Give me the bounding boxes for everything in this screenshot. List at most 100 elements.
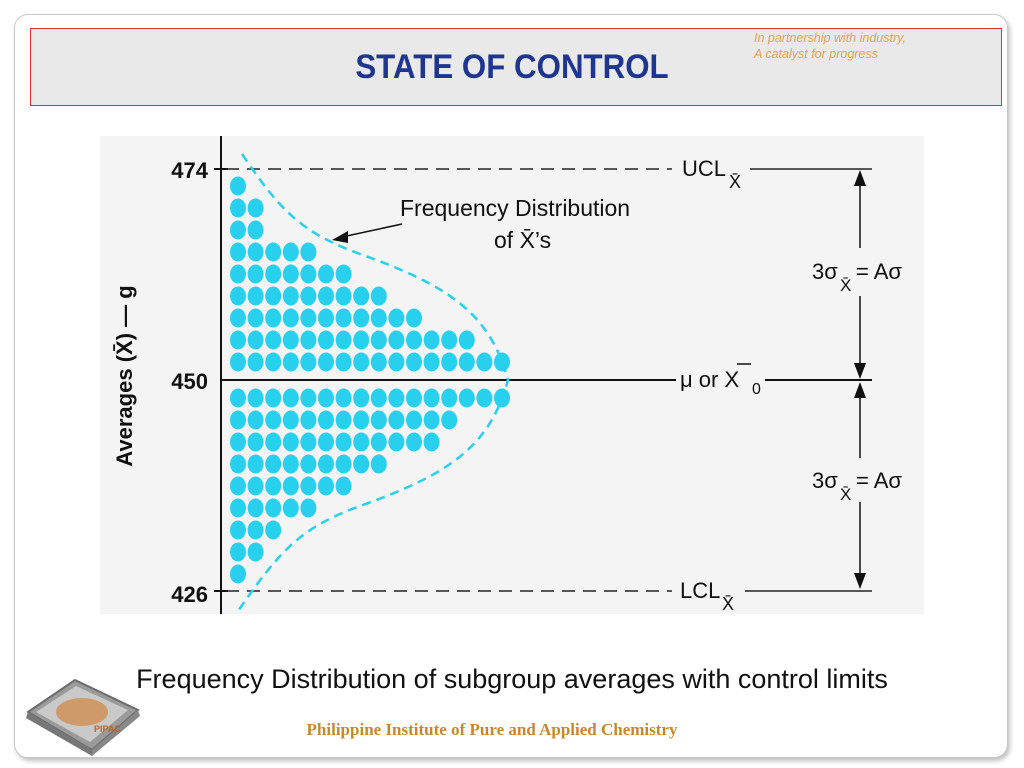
- frequency-dot: [247, 388, 264, 408]
- frequency-dot: [441, 388, 458, 408]
- frequency-dot: [423, 330, 440, 350]
- frequency-dot: [370, 286, 387, 306]
- frequency-dot: [318, 388, 334, 408]
- logo-text: PIPAC: [94, 724, 121, 734]
- frequency-dot: [353, 352, 370, 372]
- frequency-dot: [300, 242, 317, 262]
- tick-label-474: 474: [171, 158, 208, 183]
- frequency-dot: [265, 498, 282, 518]
- frequency-dot: [423, 410, 440, 430]
- frequency-dot: [423, 432, 440, 452]
- frequency-dot: [300, 330, 317, 350]
- frequency-dot: [265, 410, 282, 430]
- frequency-dot: [247, 476, 264, 496]
- frequency-dot: [282, 242, 299, 262]
- frequency-dot: [353, 388, 370, 408]
- frequency-dot: [318, 410, 334, 430]
- slide-footer: Philippine Institute of Pure and Applied…: [306, 720, 678, 739]
- tagline: In partnership with industry, A catalyst…: [754, 30, 906, 62]
- frequency-dot: [247, 308, 264, 328]
- frequency-dot: [282, 352, 299, 372]
- frequency-dot: [230, 476, 246, 496]
- y-axis-label: Averages (X̄) — g: [112, 285, 137, 466]
- upper-sigma-arrowhead-top: [854, 170, 866, 186]
- frequency-dot: [353, 330, 370, 350]
- ucl-subscript: X̄: [729, 172, 741, 192]
- frequency-dot: [423, 388, 440, 408]
- frequency-dot: [300, 498, 317, 518]
- frequency-dot: [370, 454, 387, 474]
- frequency-dot: [388, 388, 405, 408]
- frequency-dot: [265, 330, 282, 350]
- frequency-dot: [353, 308, 370, 328]
- frequency-dot: [318, 352, 334, 372]
- control-chart-svg: Averages (X̄) — g 474 450 426 UCL X̄ μ o…: [112, 136, 902, 615]
- frequency-dot: [476, 388, 493, 408]
- frequency-dot: [458, 388, 475, 408]
- control-chart-diagram: Averages (X̄) — g 474 450 426 UCL X̄ μ o…: [100, 136, 924, 615]
- frequency-dot: [476, 352, 493, 372]
- frequency-dot: [335, 454, 352, 474]
- frequency-dot: [335, 352, 352, 372]
- lcl-label: LCL: [680, 578, 720, 603]
- frequency-dot: [230, 220, 246, 240]
- frequency-dot: [265, 264, 282, 284]
- frequency-label-line-1: Frequency Distribution: [400, 195, 630, 221]
- frequency-dot: [300, 454, 317, 474]
- frequency-dot: [441, 410, 458, 430]
- frequency-dot: [282, 432, 299, 452]
- frequency-dot: [335, 476, 352, 496]
- upper-sigma-label: 3σ: [812, 259, 838, 284]
- frequency-dot: [265, 286, 282, 306]
- frequency-dot: [230, 242, 246, 262]
- frequency-dot: [318, 476, 334, 496]
- frequency-dot: [335, 388, 352, 408]
- tick-label-450: 450: [171, 369, 208, 394]
- frequency-dot: [230, 264, 246, 284]
- frequency-dot: [318, 308, 334, 328]
- frequency-dot: [406, 330, 422, 350]
- frequency-dot: [406, 308, 422, 328]
- frequency-dot: [458, 330, 475, 350]
- frequency-dot: [406, 352, 422, 372]
- frequency-dot: [318, 432, 334, 452]
- frequency-dot: [441, 330, 458, 350]
- frequency-dot: [300, 476, 317, 496]
- frequency-dot: [265, 352, 282, 372]
- frequency-dot: [335, 432, 352, 452]
- frequency-dot: [230, 454, 246, 474]
- frequency-dot: [441, 352, 458, 372]
- frequency-dot: [247, 264, 264, 284]
- frequency-dot: [300, 286, 317, 306]
- frequency-dot: [265, 432, 282, 452]
- frequency-dot: [247, 286, 264, 306]
- frequency-dot: [370, 410, 387, 430]
- frequency-dot: [388, 352, 405, 372]
- pipac-logo-icon: PIPAC: [26, 678, 140, 756]
- frequency-dot: [300, 264, 317, 284]
- frequency-dot: [370, 388, 387, 408]
- frequency-dot: [230, 198, 246, 218]
- frequency-dot: [282, 388, 299, 408]
- lower-sigma-arrowhead-top: [854, 382, 866, 398]
- frequency-dot: [370, 308, 387, 328]
- frequency-dot: [247, 410, 264, 430]
- frequency-dot: [318, 454, 334, 474]
- slide-caption: Frequency Distribution of subgroup avera…: [136, 664, 888, 694]
- frequency-dot: [353, 432, 370, 452]
- frequency-dot: [370, 432, 387, 452]
- frequency-label-line-2: of X̄’s: [494, 227, 551, 253]
- frequency-dot: [247, 352, 264, 372]
- frequency-dot: [388, 432, 405, 452]
- frequency-dot: [458, 352, 475, 372]
- frequency-dot: [300, 410, 317, 430]
- frequency-dot: [494, 352, 510, 372]
- frequency-dot: [282, 410, 299, 430]
- frequency-dot: [423, 352, 440, 372]
- lower-sigma-arrowhead-bottom: [854, 573, 866, 589]
- frequency-arrowhead: [332, 231, 348, 243]
- frequency-dot: [230, 286, 246, 306]
- frequency-dot: [247, 454, 264, 474]
- frequency-dot: [335, 330, 352, 350]
- frequency-dot: [265, 308, 282, 328]
